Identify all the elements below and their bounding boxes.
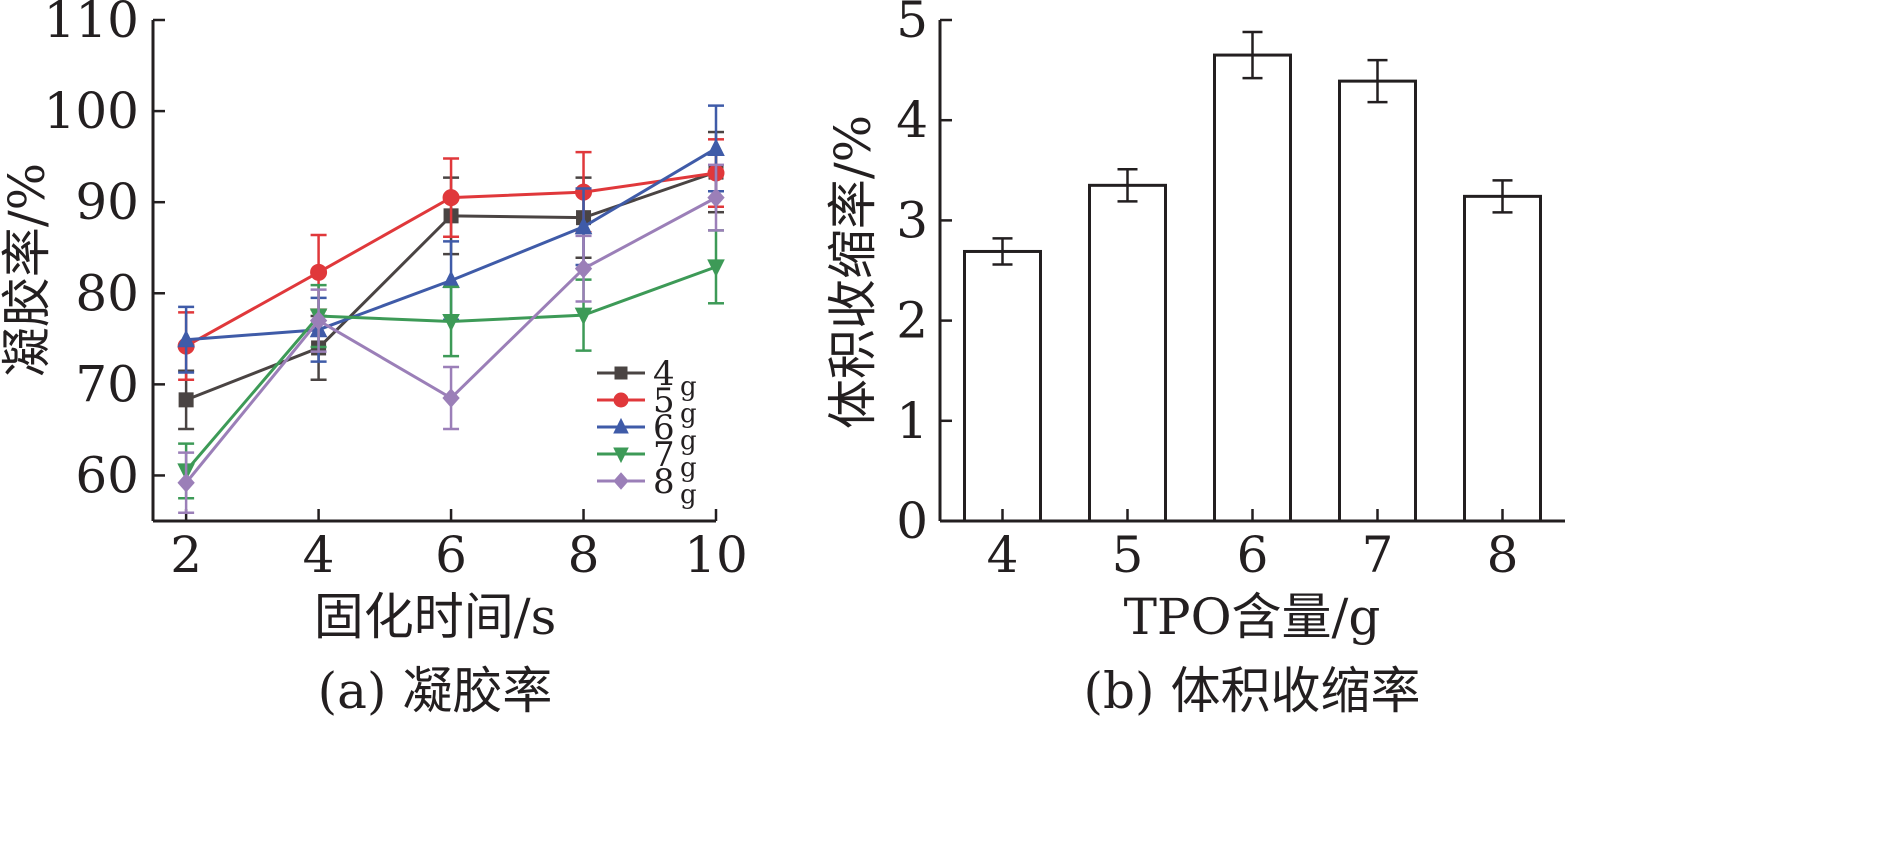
data-point — [707, 138, 725, 156]
x-tick-label: 6 — [435, 526, 467, 584]
x-tick-label: 7 — [1362, 526, 1394, 584]
y-tick-label: 60 — [75, 446, 139, 504]
data-point — [177, 472, 195, 493]
bar-4 — [963, 249, 1042, 523]
x-tick-label: 4 — [303, 526, 335, 584]
y-tick-label: 1 — [896, 392, 928, 450]
x-tick-label: 6 — [1237, 526, 1269, 584]
data-point — [442, 388, 460, 408]
y-tick-label: 70 — [75, 355, 139, 413]
data-point — [177, 329, 195, 348]
x-axis-label: 固化时间/s — [314, 588, 557, 646]
y-tick-label: 90 — [75, 173, 139, 231]
legend-label: 5 — [653, 381, 675, 421]
caption-b: (b) 体积收缩率 — [1084, 662, 1421, 720]
y-tick-label: 100 — [44, 82, 139, 140]
data-point — [309, 310, 328, 331]
bar-7 — [1338, 79, 1417, 523]
bar-5 — [1088, 183, 1167, 523]
x-tick-label: 8 — [568, 526, 600, 584]
data-point — [574, 258, 593, 279]
y-axis-label: 凝胶率/% — [0, 163, 56, 377]
series-8g — [177, 163, 725, 515]
legend-marker — [613, 472, 629, 490]
legend-marker — [613, 417, 629, 434]
legend-label: 6 — [653, 408, 675, 448]
legend-marker — [613, 392, 629, 408]
y-tick-label: 5 — [896, 0, 928, 49]
x-tick-label: 5 — [1112, 526, 1144, 584]
y-tick-label: 110 — [44, 0, 139, 49]
x-tick-label: 10 — [684, 526, 748, 584]
y-tick-label: 0 — [896, 492, 928, 550]
x-tick-label: 4 — [987, 526, 1019, 584]
legend-label: 8 — [653, 462, 675, 502]
data-point — [707, 187, 725, 208]
data-point — [178, 392, 194, 408]
caption-a: (a) 凝胶率 — [318, 662, 553, 720]
data-point — [707, 259, 725, 277]
data-point — [442, 189, 460, 207]
legend: 4 g5 g6 g7 g8 g — [597, 354, 697, 510]
data-point — [310, 263, 328, 281]
data-point — [442, 314, 460, 332]
legend-marker — [613, 447, 629, 464]
legend-unit: g — [680, 399, 697, 429]
legend-unit: g — [680, 480, 697, 510]
x-tick-label: 2 — [170, 526, 202, 584]
legend-unit: g — [680, 372, 697, 402]
bar-6 — [1213, 53, 1292, 523]
y-tick-label: 4 — [896, 91, 928, 149]
legend-unit: g — [680, 426, 697, 456]
y-tick-label: 3 — [896, 191, 928, 249]
y-axis-label: 体积收缩率/% — [824, 115, 882, 429]
y-tick-label: 2 — [896, 292, 928, 350]
x-tick-label: 8 — [1487, 526, 1519, 584]
x-axis-label: TPO含量/g — [1124, 588, 1381, 646]
data-point — [574, 307, 593, 326]
legend-label: 4 — [653, 354, 675, 394]
y-tick-label: 80 — [75, 264, 139, 322]
bar-8 — [1463, 194, 1542, 523]
data-point — [574, 216, 593, 235]
legend-unit: g — [680, 453, 697, 483]
legend-label: 7 — [653, 435, 675, 475]
shrinkage-bar-chart: 0 1 2 3 4 5 4 5 6 7 8 TPO含量/g 体积收缩率/% (b) 体积收缩率 — [824, 0, 1565, 720]
legend-marker — [614, 366, 628, 380]
